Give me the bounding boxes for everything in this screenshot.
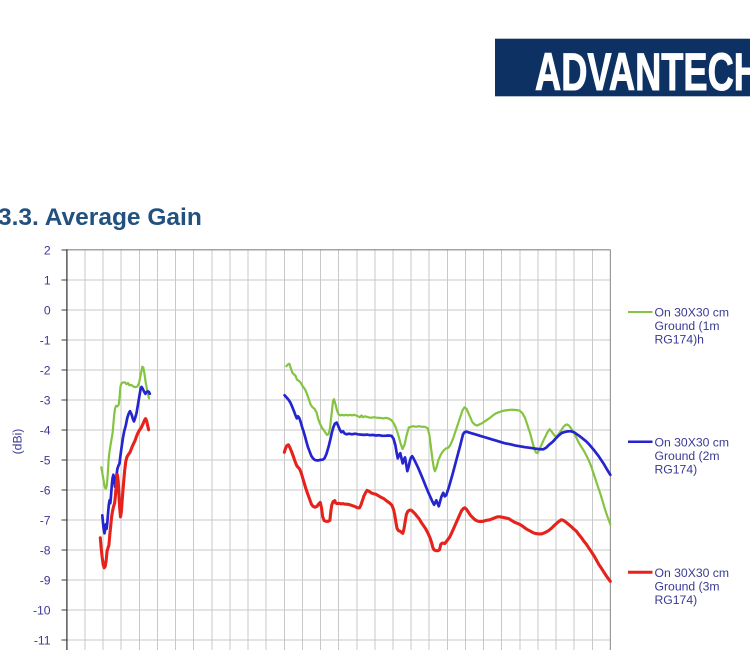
svg-text:On 30X30 cm: On 30X30 cm	[655, 306, 730, 320]
svg-text:-10: -10	[33, 603, 51, 617]
svg-text:-5: -5	[40, 453, 51, 467]
svg-text:Ground (2m: Ground (2m	[655, 449, 720, 463]
svg-text:-9: -9	[40, 573, 51, 587]
svg-text:On 30X30 cm: On 30X30 cm	[655, 566, 730, 580]
svg-text:Ground (1m: Ground (1m	[655, 319, 720, 333]
svg-text:-1: -1	[40, 333, 51, 347]
svg-text:-4: -4	[40, 423, 51, 437]
svg-text:3.3. Average Gain: 3.3. Average Gain	[0, 204, 202, 231]
svg-text:RG174): RG174)	[655, 462, 698, 476]
svg-text:RG174)h: RG174)h	[655, 333, 704, 347]
svg-text:RG174): RG174)	[655, 593, 698, 607]
svg-text:-11: -11	[34, 633, 51, 647]
svg-text:Ground (3m: Ground (3m	[655, 579, 720, 593]
svg-text:-3: -3	[40, 393, 51, 407]
svg-text:ADVANTECH: ADVANTECH	[535, 43, 750, 102]
svg-text:(dBi): (dBi)	[11, 429, 25, 455]
svg-text:-2: -2	[40, 363, 51, 377]
svg-text:-6: -6	[40, 483, 51, 497]
svg-text:-7: -7	[40, 513, 51, 527]
svg-text:On 30X30 cm: On 30X30 cm	[655, 435, 730, 449]
svg-text:0: 0	[44, 303, 51, 317]
svg-text:2: 2	[44, 243, 51, 257]
svg-text:1: 1	[44, 273, 51, 287]
svg-text:-8: -8	[40, 543, 51, 557]
